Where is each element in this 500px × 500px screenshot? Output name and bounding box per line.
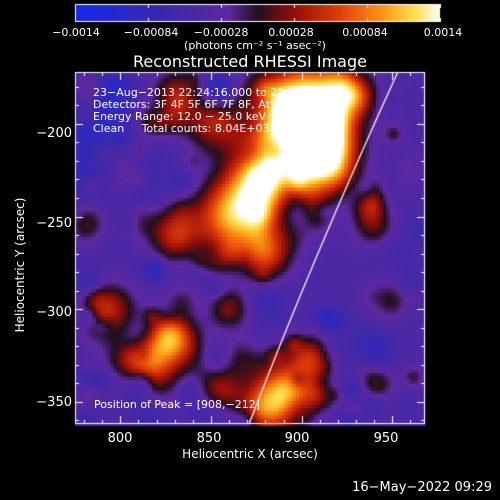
y-axis-title: Heliocentric Y (arcsec): [13, 197, 27, 333]
y-tick-label: −350: [36, 395, 72, 410]
timestamp: 16−May−2022 09:29: [352, 480, 492, 495]
colorbar-tick-label: −0.00028: [193, 26, 249, 39]
chart-title: Reconstructed RHESSI Image: [133, 52, 367, 71]
y-tick-label: −200: [36, 126, 72, 141]
x-tick-label: 950: [373, 431, 399, 446]
colorbar-tick-label: 0.00084: [342, 26, 388, 39]
annotation-peak-position: Position of Peak = [908,−212]: [94, 398, 261, 411]
colorbar-units-label: (photons cm⁻² s⁻¹ asec⁻²): [184, 39, 326, 52]
x-tick-label: 800: [107, 431, 133, 446]
y-tick-label: −250: [36, 216, 72, 231]
colorbar-tick-label: −0.00084: [123, 26, 179, 39]
colorbar-tick-label: 0.0014: [423, 26, 463, 39]
x-axis-title: Heliocentric X (arcsec): [182, 447, 318, 461]
annotation-energy-range: Energy Range: 12.0 − 25.0 keV: [93, 110, 267, 123]
y-tick-label: −300: [36, 305, 72, 320]
annotation-detectors: Detectors: 3F 4F 5F 6F 7F 8F, Att 0: [93, 98, 285, 111]
x-tick-label: 850: [196, 431, 222, 446]
annotation-clean-counts: Clean Total counts: 8.04E+03: [93, 122, 270, 135]
colorbar-tick-label: 0.00028: [268, 26, 314, 39]
colorbar-tick-label: −0.0014: [52, 26, 100, 39]
annotation-time-range: 23−Aug−2013 22:24:16.000 to 22:26:00.000: [93, 86, 345, 99]
x-tick-label: 900: [284, 431, 310, 446]
